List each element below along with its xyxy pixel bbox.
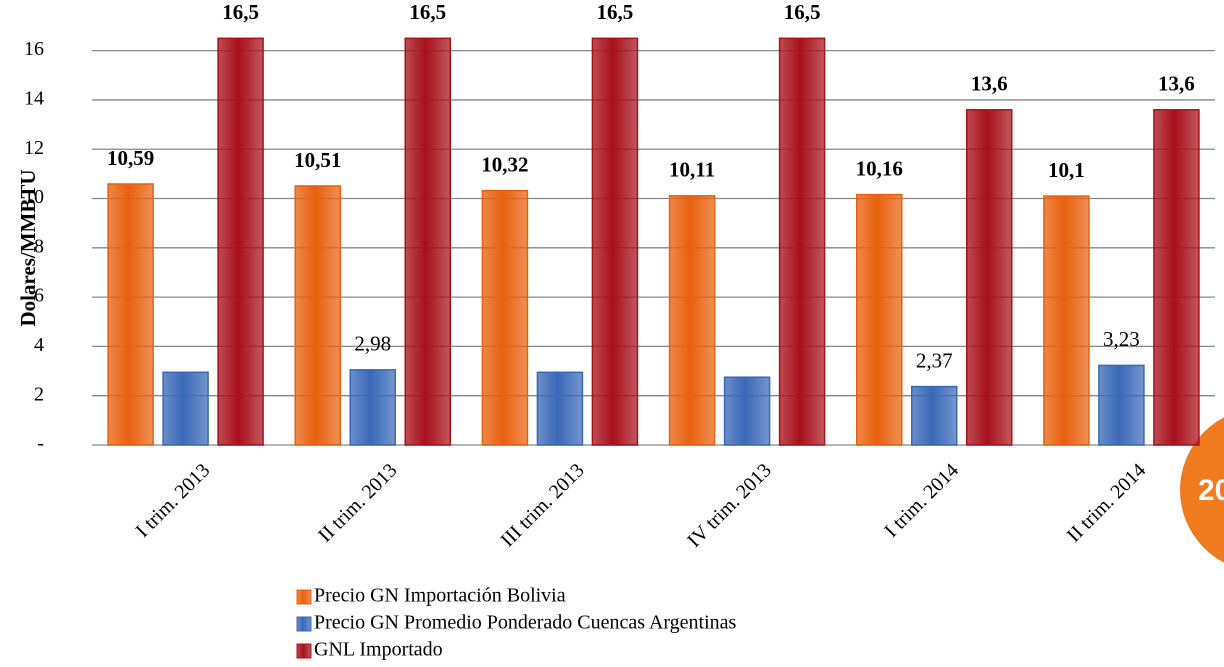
value-label: 10,59 bbox=[107, 146, 154, 170]
x-tick-label: III trim. 2013 bbox=[497, 459, 589, 551]
y-tick-label: 14 bbox=[24, 88, 44, 110]
y-tick-label: 6 bbox=[34, 285, 44, 307]
y-tick-label: 10 bbox=[24, 186, 44, 208]
bar bbox=[723, 376, 771, 446]
bar bbox=[668, 195, 716, 446]
value-label: 10,1 bbox=[1048, 158, 1085, 182]
value-label: 10,16 bbox=[856, 156, 903, 180]
x-tick-label: II trim. 2014 bbox=[1063, 459, 1150, 546]
y-axis-title: Dolares/MMBTU bbox=[16, 169, 40, 326]
bar bbox=[966, 109, 1013, 446]
bar bbox=[162, 371, 209, 446]
value-label: 2,37 bbox=[916, 348, 953, 372]
y-tick-label: 16 bbox=[24, 38, 44, 60]
page-number-badge bbox=[1180, 417, 1224, 563]
bar bbox=[1098, 364, 1145, 446]
bar bbox=[349, 369, 396, 446]
x-tick-label: II trim. 2013 bbox=[314, 459, 401, 546]
y-tick-label: 4 bbox=[34, 334, 44, 356]
bar bbox=[911, 385, 958, 446]
value-label: 16,5 bbox=[409, 0, 446, 24]
value-label: 13,6 bbox=[1158, 72, 1195, 96]
bar bbox=[107, 183, 154, 446]
legend-swatch bbox=[296, 616, 312, 632]
legend-label: GNL Importado bbox=[314, 639, 443, 661]
x-tick-label: IV trim. 2013 bbox=[683, 459, 776, 552]
legend-swatch bbox=[296, 589, 312, 605]
bar bbox=[591, 37, 639, 446]
bar bbox=[404, 37, 451, 446]
value-label: 16,5 bbox=[597, 0, 634, 24]
bar bbox=[1043, 195, 1090, 446]
value-label: 13,6 bbox=[971, 72, 1008, 96]
y-tick-label: 2 bbox=[34, 383, 44, 405]
page-number: 20 bbox=[1198, 474, 1224, 507]
legend-label: Precio GN Promedio Ponderado Cuencas Arg… bbox=[314, 612, 737, 634]
value-label: 3,23 bbox=[1103, 327, 1140, 351]
value-label: 16,5 bbox=[784, 0, 821, 24]
bar bbox=[536, 371, 584, 446]
y-tick-label: 8 bbox=[34, 235, 44, 257]
x-tick-label: I trim. 2014 bbox=[880, 459, 963, 542]
value-label: 10,51 bbox=[294, 148, 341, 172]
value-label: 2,98 bbox=[354, 332, 391, 356]
legend-swatch bbox=[296, 643, 312, 659]
y-tick-label: 12 bbox=[24, 137, 44, 159]
bar bbox=[481, 189, 529, 446]
value-label: 10,11 bbox=[669, 158, 715, 182]
x-tick-label: I trim. 2013 bbox=[132, 459, 215, 542]
bar bbox=[778, 37, 826, 446]
bar bbox=[856, 193, 903, 446]
bar bbox=[1153, 109, 1200, 446]
legend-label: Precio GN Importación Bolivia bbox=[314, 585, 566, 607]
bar bbox=[217, 37, 264, 446]
bar bbox=[294, 185, 341, 446]
y-tick-label: - bbox=[37, 433, 44, 455]
value-label: 10,32 bbox=[481, 152, 528, 176]
value-label: 16,5 bbox=[222, 0, 259, 24]
